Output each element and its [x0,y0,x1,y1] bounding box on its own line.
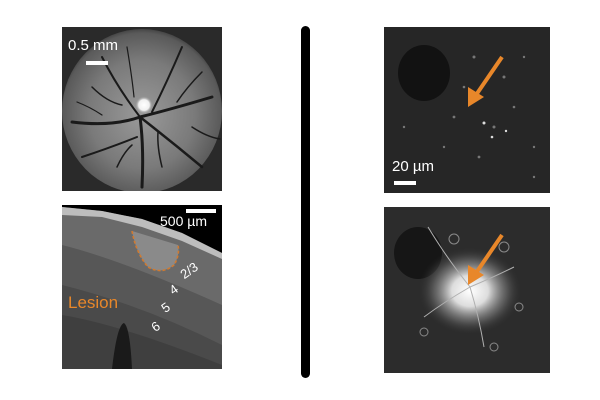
cortical-slice-image: 500 µm Lesion 2/3 4 5 6 [62,205,222,369]
slice-scale-label: 500 µm [160,213,207,229]
cranial-window-image: 0.5 mm [62,27,222,191]
post-injury-image [384,207,550,373]
window-scale-label: 0.5 mm [68,37,119,54]
pre-scale-label: 20 µm [392,158,434,175]
panel-divider [301,26,310,378]
lesion-label: Lesion [68,293,119,312]
pre-injury-image: 20 µm [384,27,550,193]
